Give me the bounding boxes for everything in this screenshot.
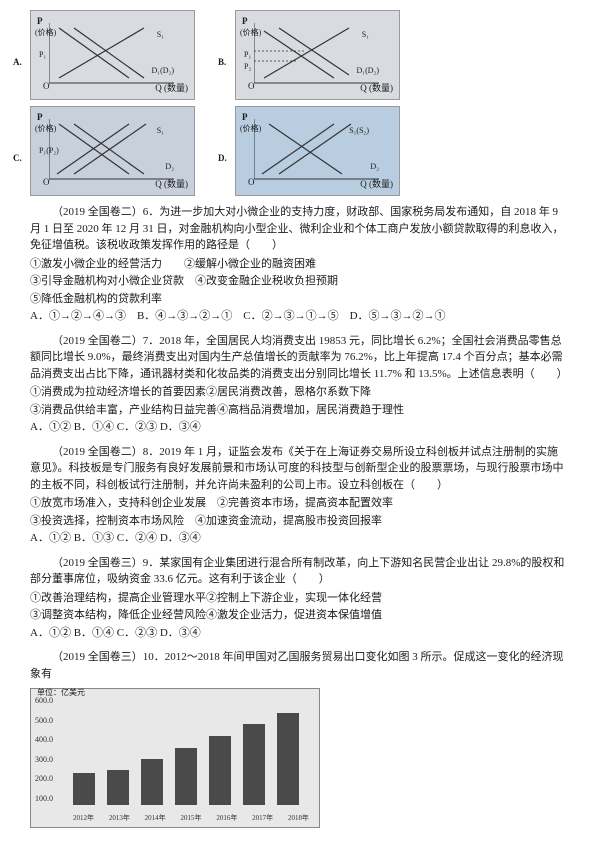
q7-stem: （2019 全国卷二）7．2018 年，全国居民人均消费支出 19853 元，同…	[30, 333, 565, 383]
q8-answers: A．①② B．①③ C．②④ D．③④	[30, 530, 565, 547]
xlabel: 2014年	[145, 813, 166, 824]
ytick: 300.0	[35, 754, 53, 766]
ytick: 500.0	[35, 715, 53, 727]
q10-stem: （2019 全国卷三）10．2012～2018 年间甲国对乙国服务贸易出口变化如…	[30, 649, 565, 682]
graph-d: D. P (价格) Q (数量) O S₁(S₂) D₂	[235, 106, 400, 196]
chart-row-1: A. P (价格) Q (数量) O P₁ S₁ D₁(D₂) B. P (价格…	[30, 10, 565, 100]
q6-opt2: ③引导金融机构对小微企业贷款 ④改变金融企业税收负担预期	[30, 273, 565, 290]
chart-row-2: C. P (价格) Q (数量) O P₁(P₂) S₁ D₂ D. P (价格…	[30, 106, 565, 196]
ytick: 100.0	[35, 793, 53, 805]
q6-opt3: ⑤降低金融机构的贷款利率	[30, 291, 565, 308]
xlabel: 2015年	[180, 813, 201, 824]
graph-letter: B.	[218, 56, 226, 70]
graph-letter: D.	[218, 152, 227, 166]
q6-stem: （2019 全国卷二）6．为进一步加大对小微企业的支持力度，财政部、国家税务局发…	[30, 204, 565, 254]
xlabel: 2016年	[216, 813, 237, 824]
curve-svg	[49, 119, 179, 184]
q6-answers: A．①→②→④→③ B．④→③→②→① C．②→③→①→⑤ D．⑤→③→②→①	[30, 308, 565, 325]
bar	[277, 713, 299, 805]
bar	[243, 724, 265, 805]
p1-label: P₁	[244, 49, 251, 61]
q8-stem: （2019 全国卷二）8．2019 年 1 月，证监会发布《关于在上海证券交易所…	[30, 444, 565, 494]
p1-label: P₁	[39, 49, 46, 61]
q7-answers: A．①② B．①④ C．②③ D．③④	[30, 419, 565, 436]
p2-label: P₂	[244, 61, 251, 73]
bar	[141, 759, 163, 805]
xlabel: 2017年	[252, 813, 273, 824]
ytick: 600.0	[35, 695, 53, 707]
q9-answers: A．①② B．①④ C．②③ D．③④	[30, 625, 565, 642]
graph-b: B. P (价格) Q (数量) O P₁ P₂ S₁ D₁(D₂)	[235, 10, 400, 100]
bar-chart-xvals: 2012年 2013年 2014年 2015年 2016年 2017年 2018年	[73, 813, 309, 824]
graph-letter: C.	[13, 152, 22, 166]
q9-opt2: ③调整资本结构，降低企业经营风险④激发企业活力，促进资本保值增值	[30, 607, 565, 624]
q9-stem: （2019 全国卷三）9．某家国有企业集团进行混合所有制改革，向上下游知名民营企…	[30, 555, 565, 588]
bar	[209, 736, 231, 805]
curve-svg	[254, 23, 384, 88]
q9-opt1: ①改善治理结构，提高企业管理水平②控制上下游企业，实现一体化经营	[30, 590, 565, 607]
bar-chart: 单位：亿美元 600.0500.0400.0300.0200.0100.0 20…	[30, 688, 320, 828]
bar	[73, 773, 95, 805]
q6-opt1: ①激发小微企业的经营活力 ②缓解小微企业的融资困难	[30, 256, 565, 273]
graph-letter: A.	[13, 56, 22, 70]
xlabel: 2012年	[73, 813, 94, 824]
bar	[175, 748, 197, 805]
ytick: 200.0	[35, 773, 53, 785]
q8-opt1: ①放宽市场准入，支持科创企业发展 ②完善资本市场，提高资本配置效率	[30, 495, 565, 512]
curve-svg	[49, 23, 179, 88]
xlabel: 2013年	[109, 813, 130, 824]
ytick: 400.0	[35, 734, 53, 746]
bar	[107, 770, 129, 805]
bar-chart-bars	[73, 699, 309, 805]
q8-opt2: ③投资选择，控制资本市场风险 ④加速资金流动，提高股市投资回报率	[30, 513, 565, 530]
curve-svg	[254, 119, 384, 184]
q7-opt2: ③消费品供给丰富，产业结构日益完善④高档品消费增加，居民消费趋于理性	[30, 402, 565, 419]
xlabel: 2018年	[288, 813, 309, 824]
q7-opt1: ①消费成为拉动经济增长的首要因素②居民消费改善，恩格尔系数下降	[30, 384, 565, 401]
graph-a: A. P (价格) Q (数量) O P₁ S₁ D₁(D₂)	[30, 10, 195, 100]
graph-c: C. P (价格) Q (数量) O P₁(P₂) S₁ D₂	[30, 106, 195, 196]
bar-chart-yvals: 600.0 500.0 400.0 300.0 200.0 100.0	[35, 695, 53, 805]
